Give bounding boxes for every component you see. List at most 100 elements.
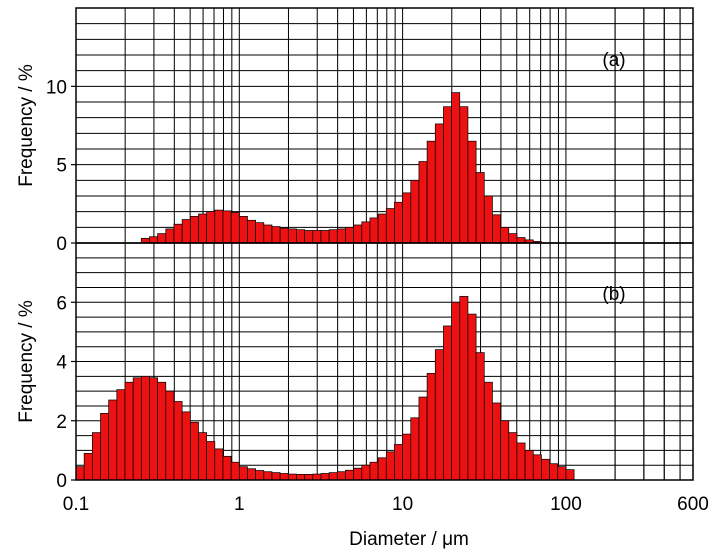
histogram-bar: [255, 470, 265, 481]
histogram-bar: [124, 381, 134, 481]
panel-bars: [75, 295, 575, 481]
histogram-bar: [418, 396, 428, 481]
histogram-bar: [255, 222, 265, 244]
histogram-bar: [394, 444, 403, 481]
plot-frame: [71, 7, 694, 481]
histogram-bar: [173, 401, 183, 481]
histogram-bar: [271, 226, 281, 244]
histogram-bar: [287, 228, 297, 244]
histogram-bar: [181, 219, 191, 244]
histogram-bar: [541, 458, 550, 481]
histogram-bar: [565, 469, 575, 481]
y-tick-label: 5: [56, 156, 67, 177]
histogram-bar: [492, 402, 501, 481]
histogram-bar: [312, 473, 322, 481]
histogram-bar: [443, 325, 452, 481]
x-tick-label: 10: [392, 494, 413, 515]
histogram-bar: [132, 377, 142, 481]
y-tick-label: 6: [56, 293, 67, 314]
histogram-bar: [149, 236, 158, 244]
histogram-bar: [369, 461, 379, 481]
x-tick-label: 600: [677, 494, 709, 515]
histogram-bar: [247, 468, 256, 481]
histogram-bar: [181, 411, 191, 481]
histogram-bar: [222, 210, 232, 244]
histogram-bar: [459, 106, 469, 244]
histogram-bar: [214, 448, 224, 481]
histogram-bar: [91, 432, 101, 481]
panel-frame: [75, 242, 694, 481]
y-tick-label: 0: [56, 471, 67, 492]
histogram-bar: [353, 224, 363, 244]
histogram-bar: [385, 208, 395, 244]
histogram-bar: [206, 211, 216, 244]
panel-bars: [140, 92, 542, 244]
histogram-bar: [508, 432, 518, 481]
histogram-bar: [402, 192, 412, 244]
histogram-bar: [75, 466, 85, 481]
histogram-bar: [492, 214, 501, 244]
x-tick-label: 100: [550, 494, 582, 515]
histogram-bar: [467, 140, 477, 244]
histogram-bar: [263, 224, 273, 244]
histogram-bar: [304, 230, 314, 244]
histogram-bar: [345, 226, 354, 244]
histogram-bar: [149, 377, 158, 481]
histogram-bar: [296, 229, 305, 244]
histogram-bar: [279, 473, 289, 481]
histogram-bar: [402, 433, 412, 481]
histogram-bar: [377, 457, 387, 481]
histogram-bar: [385, 451, 395, 481]
histogram-bar: [287, 473, 297, 481]
histogram-bar: [426, 373, 436, 481]
histogram-bar: [116, 389, 126, 481]
histogram-bar: [516, 442, 526, 481]
axis-labels: 0 5 10 (a) Frequency / % 0 2 4 6 (b) Frequency / %…: [16, 50, 709, 515]
histogram-bar: [459, 295, 469, 481]
histogram-bar: [532, 454, 542, 481]
histogram-bar: [320, 473, 330, 481]
histogram-bar: [336, 228, 346, 244]
histogram-bar: [222, 455, 232, 481]
histogram-bar: [304, 474, 314, 481]
histogram-bar: [238, 216, 248, 244]
histogram-bar: [377, 213, 387, 244]
histogram-bar: [369, 217, 379, 244]
histogram-bar: [500, 226, 510, 244]
histogram-bar: [508, 233, 518, 244]
histogram-bar: [157, 381, 167, 481]
histogram-bar: [467, 313, 477, 481]
y-tick-label: 2: [56, 412, 67, 433]
histogram-bar: [198, 432, 207, 481]
panel-frame: [75, 7, 694, 244]
histogram-bar: [165, 228, 175, 244]
histogram-bar: [328, 229, 338, 244]
histogram-bar: [410, 179, 420, 244]
histogram-bar: [279, 227, 289, 244]
histogram-bar: [296, 474, 305, 481]
histogram-bar: [516, 237, 526, 244]
histogram-bar: [230, 212, 240, 244]
histogram-bar: [443, 106, 452, 244]
y-tick-label: 4: [56, 353, 67, 374]
y-axis-label: Frequency / %: [16, 64, 37, 187]
histogram-bar: [418, 161, 428, 244]
histogram-bar: [238, 466, 248, 481]
histogram-bar: [271, 472, 281, 481]
histogram-bar: [524, 450, 534, 481]
histogram-bar: [189, 216, 199, 244]
histogram-bar: [451, 301, 461, 481]
histogram-bar: [108, 399, 118, 481]
grid-lines: [76, 8, 694, 480]
histogram-bar: [206, 441, 216, 481]
histogram-bar: [230, 461, 240, 481]
histogram-bar: [100, 412, 110, 481]
histogram-bar: [336, 471, 346, 481]
x-tick-label: 1: [234, 494, 245, 515]
histogram-bar: [434, 123, 444, 244]
histogram-bar: [157, 233, 167, 244]
y-axis-label: Frequency / %: [16, 300, 37, 423]
y-tick-label: 0: [56, 234, 67, 255]
histogram-bar: [345, 469, 354, 481]
histogram-bar: [500, 420, 510, 481]
